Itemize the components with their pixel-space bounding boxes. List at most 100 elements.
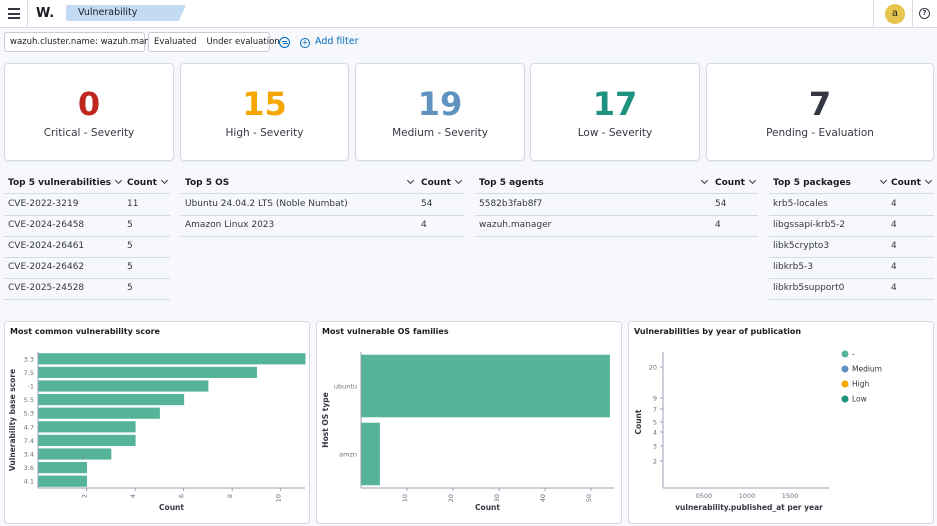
top-nav-bar: W. Vulnerability Detection a ? <box>0 0 937 28</box>
table-cell: 4 <box>891 241 897 251</box>
score-bar-chart: 3.3 7.5 -1 5.5 5.3 4.7 7.4 3.4 3.6 4.1 2 4 6 8 10 Count… <box>8 352 306 512</box>
y-tick-label: -1 <box>28 383 34 391</box>
card-low-severity: 17 Low - Severity <box>530 63 700 161</box>
help-icon[interactable]: ? <box>919 8 930 19</box>
menu-icon[interactable] <box>8 8 20 19</box>
divider <box>912 0 913 28</box>
chart-title: Vulnerabilities by year of publication <box>634 327 802 336</box>
column-header-agent[interactable]: Top 5 agents <box>479 173 544 193</box>
y-tick-label: 3.6 <box>24 464 34 472</box>
header-divider <box>4 193 170 194</box>
x-tick-label: 10 <box>275 494 283 502</box>
panel-vulnerability-score: Most common vulnerability score 3.3 7.5 -1… <box>4 321 310 524</box>
table-cell: 54 <box>715 199 727 209</box>
table-cell: 54 <box>421 199 433 209</box>
x-axis-title: vulnerability.published_at per year <box>675 503 823 512</box>
table-cell: krb5-locales <box>773 199 828 209</box>
row-divider <box>4 299 170 300</box>
filter-options-icon[interactable] <box>279 37 290 48</box>
x-tick-label: 30 <box>493 494 501 502</box>
legend-swatch <box>841 350 849 358</box>
column-header-count[interactable]: Count <box>891 173 932 193</box>
pending-label: Pending - Evaluation <box>766 127 874 139</box>
column-header-label: Count <box>127 178 157 188</box>
filter-pill-cluster[interactable]: wazuh.cluster.name: wazuh.manager <box>4 32 169 52</box>
y-axis-title: Count <box>634 409 643 434</box>
legend-swatch <box>841 395 849 403</box>
table-cell: 4 <box>891 283 897 293</box>
table-cell: CVE-2025-24528 <box>8 283 85 293</box>
chevron-down-icon <box>924 176 932 185</box>
bar <box>38 407 160 419</box>
chevron-down-icon[interactable] <box>879 176 888 185</box>
filter-bar: wazuh.cluster.name: wazuh.manager Evalua… <box>0 28 937 58</box>
y-axis-title: Vulnerability base score <box>8 369 17 471</box>
column-header-count[interactable]: Count <box>127 173 168 193</box>
legend-swatch <box>841 380 849 388</box>
legend-swatch <box>841 365 849 373</box>
column-header-label: Count <box>891 178 921 188</box>
x-axis-title: Count <box>475 503 500 512</box>
column-header-label: Top 5 OS <box>185 178 230 188</box>
y-tick-label: ubuntu <box>334 383 357 391</box>
row-divider <box>769 215 934 216</box>
wazuh-logo[interactable]: W. <box>36 6 55 21</box>
column-header-os[interactable]: Top 5 OS <box>185 173 229 193</box>
chevron-down-icon <box>748 176 756 185</box>
legend-label: - <box>852 350 855 359</box>
column-header-vulnerability[interactable]: Top 5 vulnerabilities <box>8 173 123 193</box>
breadcrumb[interactable]: Vulnerability Detection <box>66 5 186 21</box>
table-cell: CVE-2024-26461 <box>8 241 85 251</box>
medium-count: 19 <box>417 85 463 123</box>
low-label: Low - Severity <box>577 127 653 139</box>
column-header-count[interactable]: Count <box>715 173 756 193</box>
x-tick-label: 40 <box>539 494 547 502</box>
card-medium-severity: 19 Medium - Severity <box>355 63 525 161</box>
y-tick-label: 4.1 <box>24 478 34 486</box>
column-header-package[interactable]: Top 5 packages <box>773 173 851 193</box>
y-tick-label: 4.7 <box>24 423 34 431</box>
table-cell: Amazon Linux 2023 <box>185 220 275 230</box>
row-divider <box>769 278 934 279</box>
chart-title: Most common vulnerability score <box>10 327 160 336</box>
table-cell: CVE-2022-3219 <box>8 199 79 209</box>
row-divider <box>181 215 464 216</box>
pending-count: 7 <box>808 85 832 123</box>
row-divider <box>475 215 758 216</box>
column-header-count[interactable]: Count <box>421 173 462 193</box>
low-count: 17 <box>592 85 638 123</box>
divider <box>27 0 28 28</box>
y-tick-label: 7 <box>653 406 657 414</box>
table-cell: 4 <box>891 220 897 230</box>
critical-count: 0 <box>77 85 101 123</box>
row-divider <box>769 236 934 237</box>
row-divider <box>4 278 170 279</box>
os-bar-chart: ubuntu amzn 10 20 30 40 50 Count Host OS type <box>321 352 614 512</box>
add-filter-button[interactable]: + Add filter <box>300 36 359 48</box>
column-header-label: Top 5 packages <box>773 178 851 188</box>
chevron-down-icon <box>160 176 168 185</box>
bar <box>38 353 306 365</box>
filter-pill-evaluation[interactable]: Evaluated Under evaluation <box>148 32 280 52</box>
table-cell: 5 <box>127 283 133 293</box>
user-avatar[interactable]: a <box>885 4 905 24</box>
y-tick-label: 9 <box>653 395 657 403</box>
card-high-severity: 15 High - Severity <box>180 63 349 161</box>
y-tick-label: 20 <box>649 364 657 372</box>
critical-label: Critical - Severity <box>43 127 135 139</box>
bar <box>38 380 209 392</box>
add-filter-label: Add filter <box>315 36 359 47</box>
table-cell: CVE-2024-26462 <box>8 262 85 272</box>
row-divider <box>769 257 934 258</box>
table-cell: libkrb5-3 <box>773 262 814 272</box>
y-tick-label: amzn <box>339 451 357 459</box>
x-tick-label: 0500 <box>696 492 713 500</box>
chevron-down-icon <box>114 176 123 185</box>
y-tick-label: 7.4 <box>24 437 34 445</box>
medium-label: Medium - Severity <box>392 127 488 139</box>
bar <box>38 475 88 487</box>
bar <box>38 434 136 446</box>
chevron-down-icon[interactable] <box>700 176 709 185</box>
chevron-down-icon[interactable] <box>406 176 415 185</box>
y-axis-title: Host OS type <box>321 392 330 447</box>
